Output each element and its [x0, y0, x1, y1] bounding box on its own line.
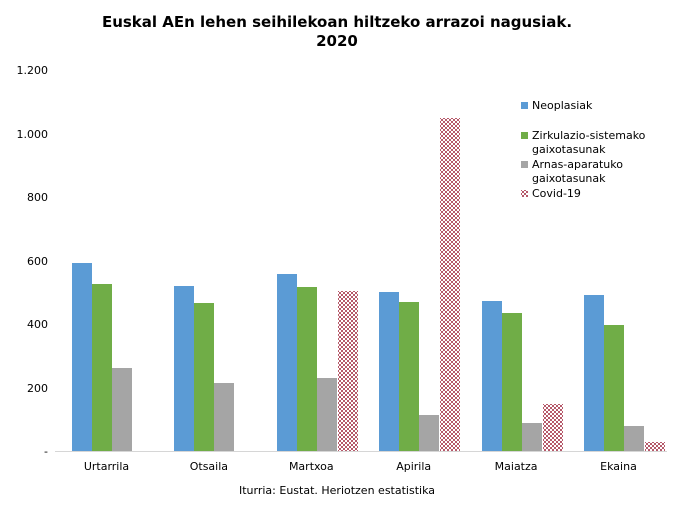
bar-arnas-aparatuko-gaixotasunak-maiatza — [521, 423, 542, 451]
legend-label: Covid-19 — [532, 187, 581, 200]
chart-title-line1: Euskal AEn lehen seihilekoan hiltzeko ar… — [101, 13, 573, 31]
bar-neoplasiak-urtarrila — [72, 263, 92, 451]
x-axis: Urtarrila Otsaila Martxoa Apirila Maiatza Eka… — [55, 460, 667, 476]
chart-title-line2: 2020 — [316, 32, 358, 50]
bar-neoplasiak-otsaila — [174, 285, 195, 451]
bar-arnas-aparatuko-gaixotasunak-martxoa — [316, 377, 337, 451]
x-tick-label-martxoa: Martxoa — [288, 460, 334, 473]
legend-label: Zirkulazio-sistemako gaixotasunak — [532, 129, 646, 156]
legend-item-covid-19: Covid-19 — [521, 187, 581, 201]
bar-arnas-aparatuko-gaixotasunak-otsaila — [214, 383, 235, 451]
bar-arnas-aparatuko-gaixotasunak-apirila — [419, 415, 440, 451]
zirkulazio-sistemako-gaixotasunak-swatch-icon — [521, 132, 528, 139]
y-tick-label: 400 — [27, 318, 48, 331]
bar-neoplasiak-ekaina — [584, 295, 604, 451]
bar-group-ekaina — [584, 71, 665, 451]
chart-title: Euskal AEn lehen seihilekoan hiltzeko ar… — [0, 13, 674, 51]
bar-covid-19-martxoa — [337, 291, 358, 451]
y-tick-label: 800 — [27, 191, 48, 204]
neoplasiak-swatch-icon — [521, 102, 528, 109]
x-tick-label-ekaina: Ekaina — [600, 460, 637, 473]
legend-item-arnas-aparatuko-gaixotasunak: Arnas-aparatuko gaixotasunak — [521, 158, 673, 186]
bar-neoplasiak-apirila — [379, 292, 400, 451]
bar-group-urtarrila — [72, 71, 153, 451]
bar-neoplasiak-maiatza — [481, 301, 502, 451]
bar-group-otsaila — [174, 71, 255, 451]
bar-covid-19-ekaina — [645, 442, 665, 451]
plot-area — [55, 71, 667, 452]
bar-covid-19-apirila — [440, 117, 461, 451]
bar-zirkulazio-sistemako-gaixotasunak-otsaila — [194, 303, 215, 451]
y-tick-label: 1.000 — [16, 127, 49, 141]
bar-group-martxoa — [276, 71, 358, 451]
x-tick-label-apirila: Apirila — [396, 460, 432, 473]
x-tick-label-urtarrila: Urtarrila — [83, 460, 130, 473]
arnas-aparatuko-gaixotasunak-swatch-icon — [521, 161, 528, 168]
y-tick-label: 600 — [27, 254, 48, 268]
bar-group-apirila — [379, 71, 461, 451]
bar-covid-19-maiatza — [542, 404, 563, 451]
legend-item-zirkulazio-sistemako-gaixotasunak: Zirkulazio-sistemako gaixotasunak — [521, 129, 673, 157]
y-tick-label: 1.200 — [16, 64, 49, 77]
y-tick-label: 200 — [27, 381, 48, 395]
x-tick-label-maiatza: Maiatza — [494, 460, 538, 473]
source-note: Iturria: Eustat. Heriotzen estatistika — [238, 484, 435, 497]
covid-19-swatch-icon — [521, 190, 528, 197]
bar-arnas-aparatuko-gaixotasunak-urtarrila — [112, 368, 132, 451]
bar-neoplasiak-martxoa — [276, 274, 297, 451]
legend-label: Arnas-aparatuko gaixotasunak — [532, 158, 623, 185]
legend-label: Neoplasiak — [532, 99, 593, 112]
bar-zirkulazio-sistemako-gaixotasunak-urtarrila — [92, 283, 112, 451]
bar-group-maiatza — [481, 71, 563, 451]
legend-item-neoplasiak: Neoplasiak — [521, 99, 592, 113]
bar-zirkulazio-sistemako-gaixotasunak-apirila — [399, 301, 420, 451]
bar-zirkulazio-sistemako-gaixotasunak-maiatza — [501, 312, 522, 451]
bar-arnas-aparatuko-gaixotasunak-ekaina — [624, 425, 644, 451]
bar-zirkulazio-sistemako-gaixotasunak-martxoa — [296, 287, 317, 451]
y-tick-label: - — [44, 445, 48, 458]
bar-zirkulazio-sistemako-gaixotasunak-ekaina — [604, 324, 624, 451]
x-tick-label-otsaila: Otsaila — [189, 460, 229, 473]
